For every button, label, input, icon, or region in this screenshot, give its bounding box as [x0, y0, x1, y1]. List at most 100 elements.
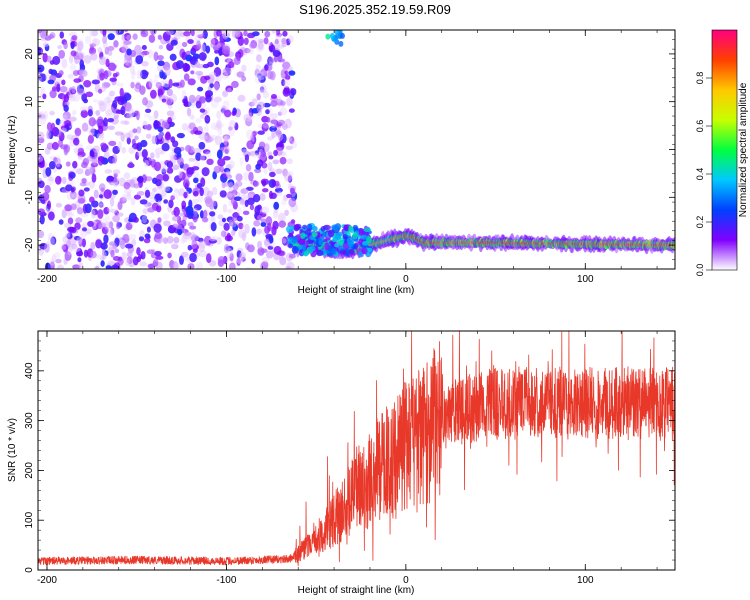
spectrogram-noise-cell — [271, 130, 276, 139]
spectrogram-noise-cell — [87, 109, 93, 117]
spectrogram-noise-cell — [100, 187, 105, 192]
spectrogram-noise-cell — [77, 40, 84, 51]
spectrogram-noise-cell — [98, 194, 104, 199]
spectrogram-noise-cell — [249, 42, 257, 49]
spectrogram-y-tick-label: 10 — [24, 96, 35, 108]
spectrogram-noise-cell — [155, 179, 162, 187]
spectrogram-noise-cell — [241, 256, 246, 262]
spectrogram-noise-cell — [246, 140, 255, 150]
spectrogram-noise-cell — [71, 34, 78, 41]
spectrogram-noise-cell — [83, 55, 92, 64]
spectrogram-noise-cell — [185, 50, 191, 55]
spectrogram-noise-cell — [51, 141, 59, 151]
spectrogram-noise-cell — [203, 235, 212, 246]
spectrogram-noise-cell — [260, 248, 268, 253]
spectrogram-noise-cell — [79, 59, 85, 68]
spectrogram-noise-cell — [223, 67, 232, 76]
spectrogram-noise-cell — [143, 238, 151, 244]
spectrogram-noise-cell — [198, 52, 207, 61]
spectrogram-noise-cell — [257, 101, 266, 109]
spectrogram-noise-region — [38, 30, 345, 269]
spectrogram-noise-cell — [270, 100, 278, 107]
spectrogram-noise-cell — [125, 34, 133, 41]
spectrogram-noise-cell — [87, 220, 94, 227]
spectrogram-noise-cell — [107, 45, 115, 51]
spectrogram-noise-cell — [214, 56, 220, 66]
spectrogram-noise-cell — [212, 235, 218, 241]
spectrogram-noise-cell — [38, 180, 45, 189]
spectrogram-noise-cell — [270, 192, 277, 200]
spectrogram-noise-cell — [205, 94, 212, 103]
spectrogram-signal-cell — [358, 251, 364, 258]
spectrogram-signal-cell — [331, 224, 339, 231]
spectrogram-noise-cell — [69, 226, 77, 234]
spectrogram-noise-cell — [150, 152, 155, 159]
spectrogram-noise-cell — [126, 112, 133, 120]
spectrogram-noise-cell — [220, 230, 227, 238]
spectrogram-noise-cell — [275, 168, 283, 175]
spectrogram-noise-cell — [61, 58, 68, 69]
spectrogram-noise-cell — [217, 127, 223, 136]
spectrogram-signal-cell — [293, 224, 300, 232]
spectrogram-noise-cell — [202, 209, 208, 219]
spectrogram-noise-cell — [258, 141, 266, 149]
spectrogram-noise-cell — [40, 86, 46, 95]
spectrogram-noise-cell — [98, 56, 107, 66]
spectrogram-noise-cell — [151, 135, 157, 145]
spectrogram-signal-cell — [318, 239, 324, 246]
spectrogram-noise-cell — [111, 63, 116, 72]
spectrogram-noise-cell — [172, 82, 180, 87]
spectrogram-noise-cell — [83, 249, 89, 258]
spectrogram-noise-cell — [231, 110, 237, 117]
spectrogram-noise-cell — [189, 225, 197, 230]
spectrogram-noise-cell — [269, 42, 274, 52]
spectrogram-noise-cell — [248, 112, 253, 122]
spectrogram-noise-cell — [38, 230, 45, 239]
spectrogram-noise-cell — [61, 244, 67, 250]
snr-x-tick-label: 0 — [403, 575, 409, 586]
spectrogram-noise-cell — [228, 61, 235, 69]
spectrogram-noise-cell — [70, 203, 77, 211]
spectrogram-noise-cell — [141, 60, 149, 67]
spectrogram-noise-cell — [238, 222, 244, 230]
spectrogram-noise-cell — [244, 223, 250, 234]
spectrogram-noise-cell — [47, 175, 55, 186]
spectrogram-noise-cell — [124, 120, 130, 125]
spectrogram-noise-cell — [85, 91, 94, 98]
spectrogram-noise-cell — [140, 250, 146, 260]
spectrogram-noise-cell — [114, 131, 124, 136]
spectrogram-signal-cell — [291, 246, 299, 254]
spectrogram-noise-cell — [235, 173, 243, 182]
spectrogram-noise-cell — [91, 79, 100, 85]
spectrogram-noise-cell — [279, 156, 287, 165]
spectrogram-noise-cell — [38, 64, 45, 73]
spectrogram-noise-cell — [162, 83, 171, 91]
spectrogram-noise-cell — [62, 111, 71, 121]
spectrogram-noise-cell — [95, 254, 102, 259]
spectrogram-noise-cell — [123, 30, 129, 33]
spectrogram-noise-cell — [250, 152, 259, 158]
spectrogram-noise-cell — [84, 203, 92, 214]
spectrogram-noise-cell — [197, 194, 204, 203]
spectrogram-noise-cell — [338, 40, 344, 47]
spectrogram-noise-cell — [213, 165, 221, 174]
spectrogram-noise-cell — [167, 252, 172, 259]
spectrogram-noise-cell — [104, 221, 111, 230]
snr-y-axis: 0 100 200 300 400 — [24, 330, 675, 573]
spectrogram-signal-cell — [334, 243, 340, 248]
spectrogram-noise-cell — [221, 217, 227, 223]
spectrogram-noise-cell — [241, 223, 250, 230]
spectrogram-signal-cell — [305, 239, 314, 245]
spectrogram-noise-cell — [132, 256, 139, 266]
spectrogram-noise-cell — [133, 216, 139, 223]
spectrogram-noise-cell — [199, 210, 204, 219]
spectrogram-noise-cell — [187, 78, 196, 86]
spectrogram-noise-cell — [96, 132, 105, 139]
spectrogram-noise-cell — [155, 255, 164, 260]
spectrogram-noise-cell — [274, 187, 283, 193]
spectrogram-noise-cell — [205, 45, 211, 54]
spectrogram-noise-cell — [172, 140, 179, 148]
spectrogram-noise-cell — [85, 228, 92, 235]
spectrogram-noise-cell — [69, 190, 77, 200]
spectrogram-y-tick-label: -20 — [24, 237, 35, 252]
